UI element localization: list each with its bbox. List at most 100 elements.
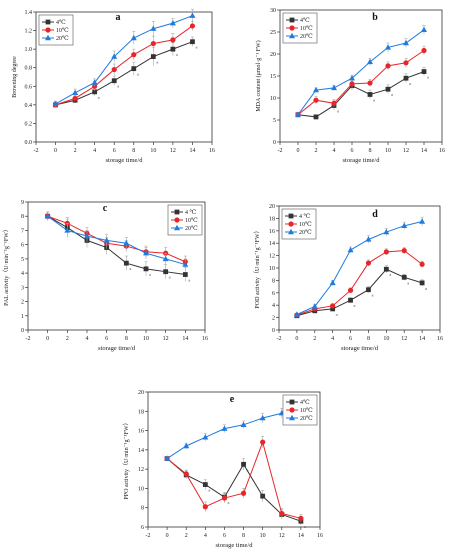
data-point — [190, 39, 195, 45]
data-point — [401, 274, 407, 280]
y-tick-label: 0 — [273, 140, 276, 146]
x-tick-label: 16 — [437, 336, 443, 342]
data-point — [164, 455, 171, 461]
x-tick-label: 8 — [242, 533, 245, 539]
series-2 — [52, 8, 196, 107]
y-tick-label: 8 — [21, 214, 24, 220]
y-tick-label: 14 — [269, 241, 275, 247]
significance-label: a — [407, 280, 409, 285]
x-tick-label: 0 — [297, 148, 300, 154]
x-axis-label: storage time/d — [341, 345, 379, 352]
data-point — [403, 60, 409, 66]
data-point — [298, 515, 304, 521]
x-tick-label: 0 — [54, 148, 57, 154]
significance-label: a — [195, 45, 197, 50]
data-point — [259, 414, 266, 421]
legend: 4℃10℃20℃ — [38, 14, 74, 46]
series-2 — [44, 211, 189, 271]
data-point — [366, 287, 371, 293]
data-point — [150, 25, 157, 31]
x-tick-label: 10 — [385, 148, 391, 154]
significance-label: a — [129, 266, 131, 271]
legend-marker — [45, 34, 51, 41]
series-line — [297, 50, 425, 116]
legend-marker — [289, 399, 295, 405]
x-tick-label: 4 — [93, 148, 96, 154]
series-line — [166, 406, 302, 459]
legend: 4℃10℃20℃ — [282, 394, 318, 426]
data-point — [347, 246, 354, 253]
data-point — [313, 97, 319, 103]
y-axis-label: MDA content (μmol·g⁻¹ FW) — [255, 40, 262, 111]
significance-label: a — [188, 278, 190, 283]
data-point — [313, 86, 319, 93]
y-tick-label: 0.6 — [25, 84, 33, 90]
data-point — [385, 63, 391, 69]
y-tick-label: 2 — [272, 316, 275, 322]
significance-label: a — [389, 272, 391, 277]
significance-label: a — [149, 272, 151, 277]
y-tick-label: 1.0 — [25, 47, 33, 53]
x-tick-label: -2 — [34, 148, 39, 154]
x-axis-label: storage time/d — [105, 157, 143, 164]
x-tick-label: 8 — [125, 336, 128, 342]
data-point — [123, 240, 130, 246]
x-tick-label: 2 — [313, 336, 316, 342]
chart-panel-d: -2 0 2 4 6 8 10 12 14 1602468101214161820storage … — [254, 204, 443, 352]
y-axis-label: POD activity（U·min⁻¹g⁻¹FW） — [254, 227, 261, 308]
legend-marker — [174, 209, 180, 215]
y-tick-label: 18 — [138, 409, 144, 415]
legend-marker — [289, 407, 295, 413]
y-tick-label: 8 — [141, 506, 144, 512]
legend-marker — [288, 228, 294, 235]
significance-label: a — [137, 72, 139, 77]
data-point — [313, 114, 319, 120]
data-point — [279, 510, 285, 517]
y-tick-label: 0 — [21, 328, 24, 334]
y-tick-label: 15 — [270, 74, 276, 80]
x-axis-label: storage time/d — [98, 345, 136, 352]
data-point — [72, 95, 78, 101]
chart-panel-a: -2 0 2 4 6 8 10 12 14 16 0.0 0.2 0.4 0.6 0.8 1.0 1.2 1.4 s… — [12, 8, 215, 164]
data-point — [143, 266, 149, 272]
plot-frame — [35, 11, 213, 143]
y-tick-label: 10 — [270, 96, 276, 102]
x-tick-label: 14 — [419, 336, 425, 342]
y-tick-label: 20 — [270, 52, 276, 58]
x-tick-label: 8 — [132, 148, 135, 154]
panel-title: a — [116, 12, 121, 23]
data-point — [419, 218, 426, 224]
data-point — [348, 297, 353, 303]
significance-label: a — [169, 275, 171, 280]
series-line — [166, 458, 302, 522]
x-tick-label: 4 — [331, 336, 334, 342]
significance-label: a — [409, 81, 411, 86]
y-tick-label: 16 — [269, 229, 275, 235]
x-tick-label: 4 — [333, 148, 336, 154]
x-tick-label: 14 — [298, 533, 304, 539]
data-point — [331, 100, 337, 106]
data-point — [329, 279, 336, 286]
data-point — [401, 248, 407, 254]
significance-label: a — [117, 84, 119, 89]
legend: 4 ℃10℃20℃ — [281, 208, 317, 240]
x-tick-label: -2 — [146, 533, 151, 539]
data-point — [383, 266, 389, 272]
series-2 — [293, 216, 426, 317]
x-tick-label: 14 — [189, 148, 195, 154]
x-tick-label: 6 — [223, 533, 226, 539]
significance-label: a — [337, 108, 339, 113]
series-1 — [52, 20, 196, 108]
data-point — [347, 287, 354, 293]
series-line — [166, 440, 302, 519]
plot-frame — [27, 201, 206, 331]
data-point — [44, 213, 51, 219]
data-point — [123, 260, 129, 266]
data-point — [221, 425, 228, 431]
legend-label: 20℃ — [300, 415, 313, 422]
data-point — [150, 54, 156, 59]
series-line — [297, 71, 425, 118]
data-point — [162, 255, 169, 262]
x-tick-label: 10 — [150, 148, 156, 154]
